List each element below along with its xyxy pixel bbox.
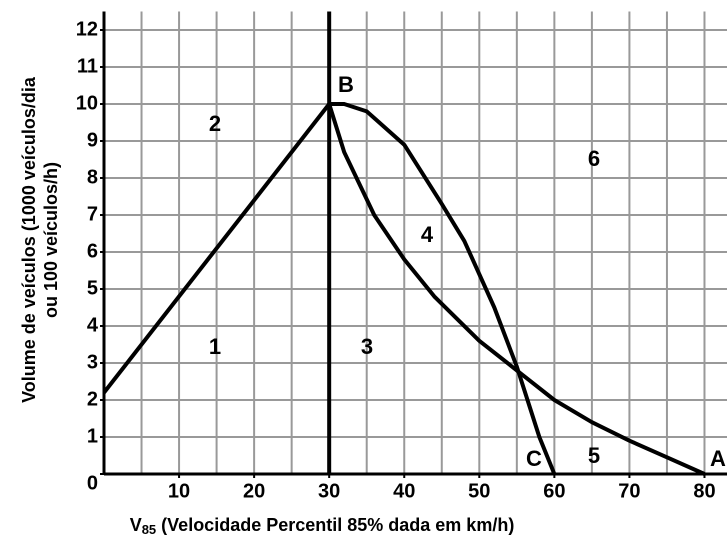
y-tick-label: 11 [77,55,98,77]
x-tick-label: 60 [543,480,565,502]
annotation: 1 [209,334,221,359]
x-tick-label: 80 [693,480,715,502]
y-tick-label: 8 [87,166,98,188]
x-tick-label: 50 [468,480,490,502]
y-axis-label: Volume de veículos (1000 veículos/dia ou… [19,76,61,403]
annotation: A [710,446,726,471]
x-tick-label: 10 [168,480,190,502]
x-label-rest: (Velocidade Percentil 85% dada em km/h) [156,515,514,535]
y-tick-label: 6 [87,240,98,262]
x-tick-label: 20 [243,480,265,502]
y-tick-label: 1 [87,425,98,447]
y-tick-label: 4 [87,314,99,336]
annotation: B [338,72,354,97]
x-tick-label: 30 [318,480,340,502]
line [327,103,706,476]
y-tick-label: 10 [76,92,98,114]
y-tick-label: 3 [87,351,98,373]
y-tick-label: 2 [87,388,98,410]
y-label-line: ou 100 veículos/h) [41,162,61,318]
annotation: 2 [209,111,221,136]
y-tick-label: 12 [76,18,98,40]
x-tick-label: 40 [393,480,415,502]
y-tick-label: 9 [87,129,98,151]
annotation: 5 [588,443,600,468]
y-tick-label: 5 [87,277,98,299]
y-tick-label: 0 [87,472,98,494]
line [329,102,557,475]
annotation: C [526,446,542,471]
y-tick-label: 7 [87,203,98,225]
line [102,102,331,394]
x-label-sub: 85 [142,522,156,537]
x-axis-label: V85 (Velocidade Percentil 85% dada em km… [130,515,515,538]
x-tick-label: 70 [618,480,640,502]
y-label-line: Volume de veículos (1000 veículos/dia [19,76,39,403]
annotation: 3 [361,334,373,359]
annotation: 4 [421,222,434,247]
x-label-main: V [130,515,142,535]
annotation: 6 [588,146,600,171]
